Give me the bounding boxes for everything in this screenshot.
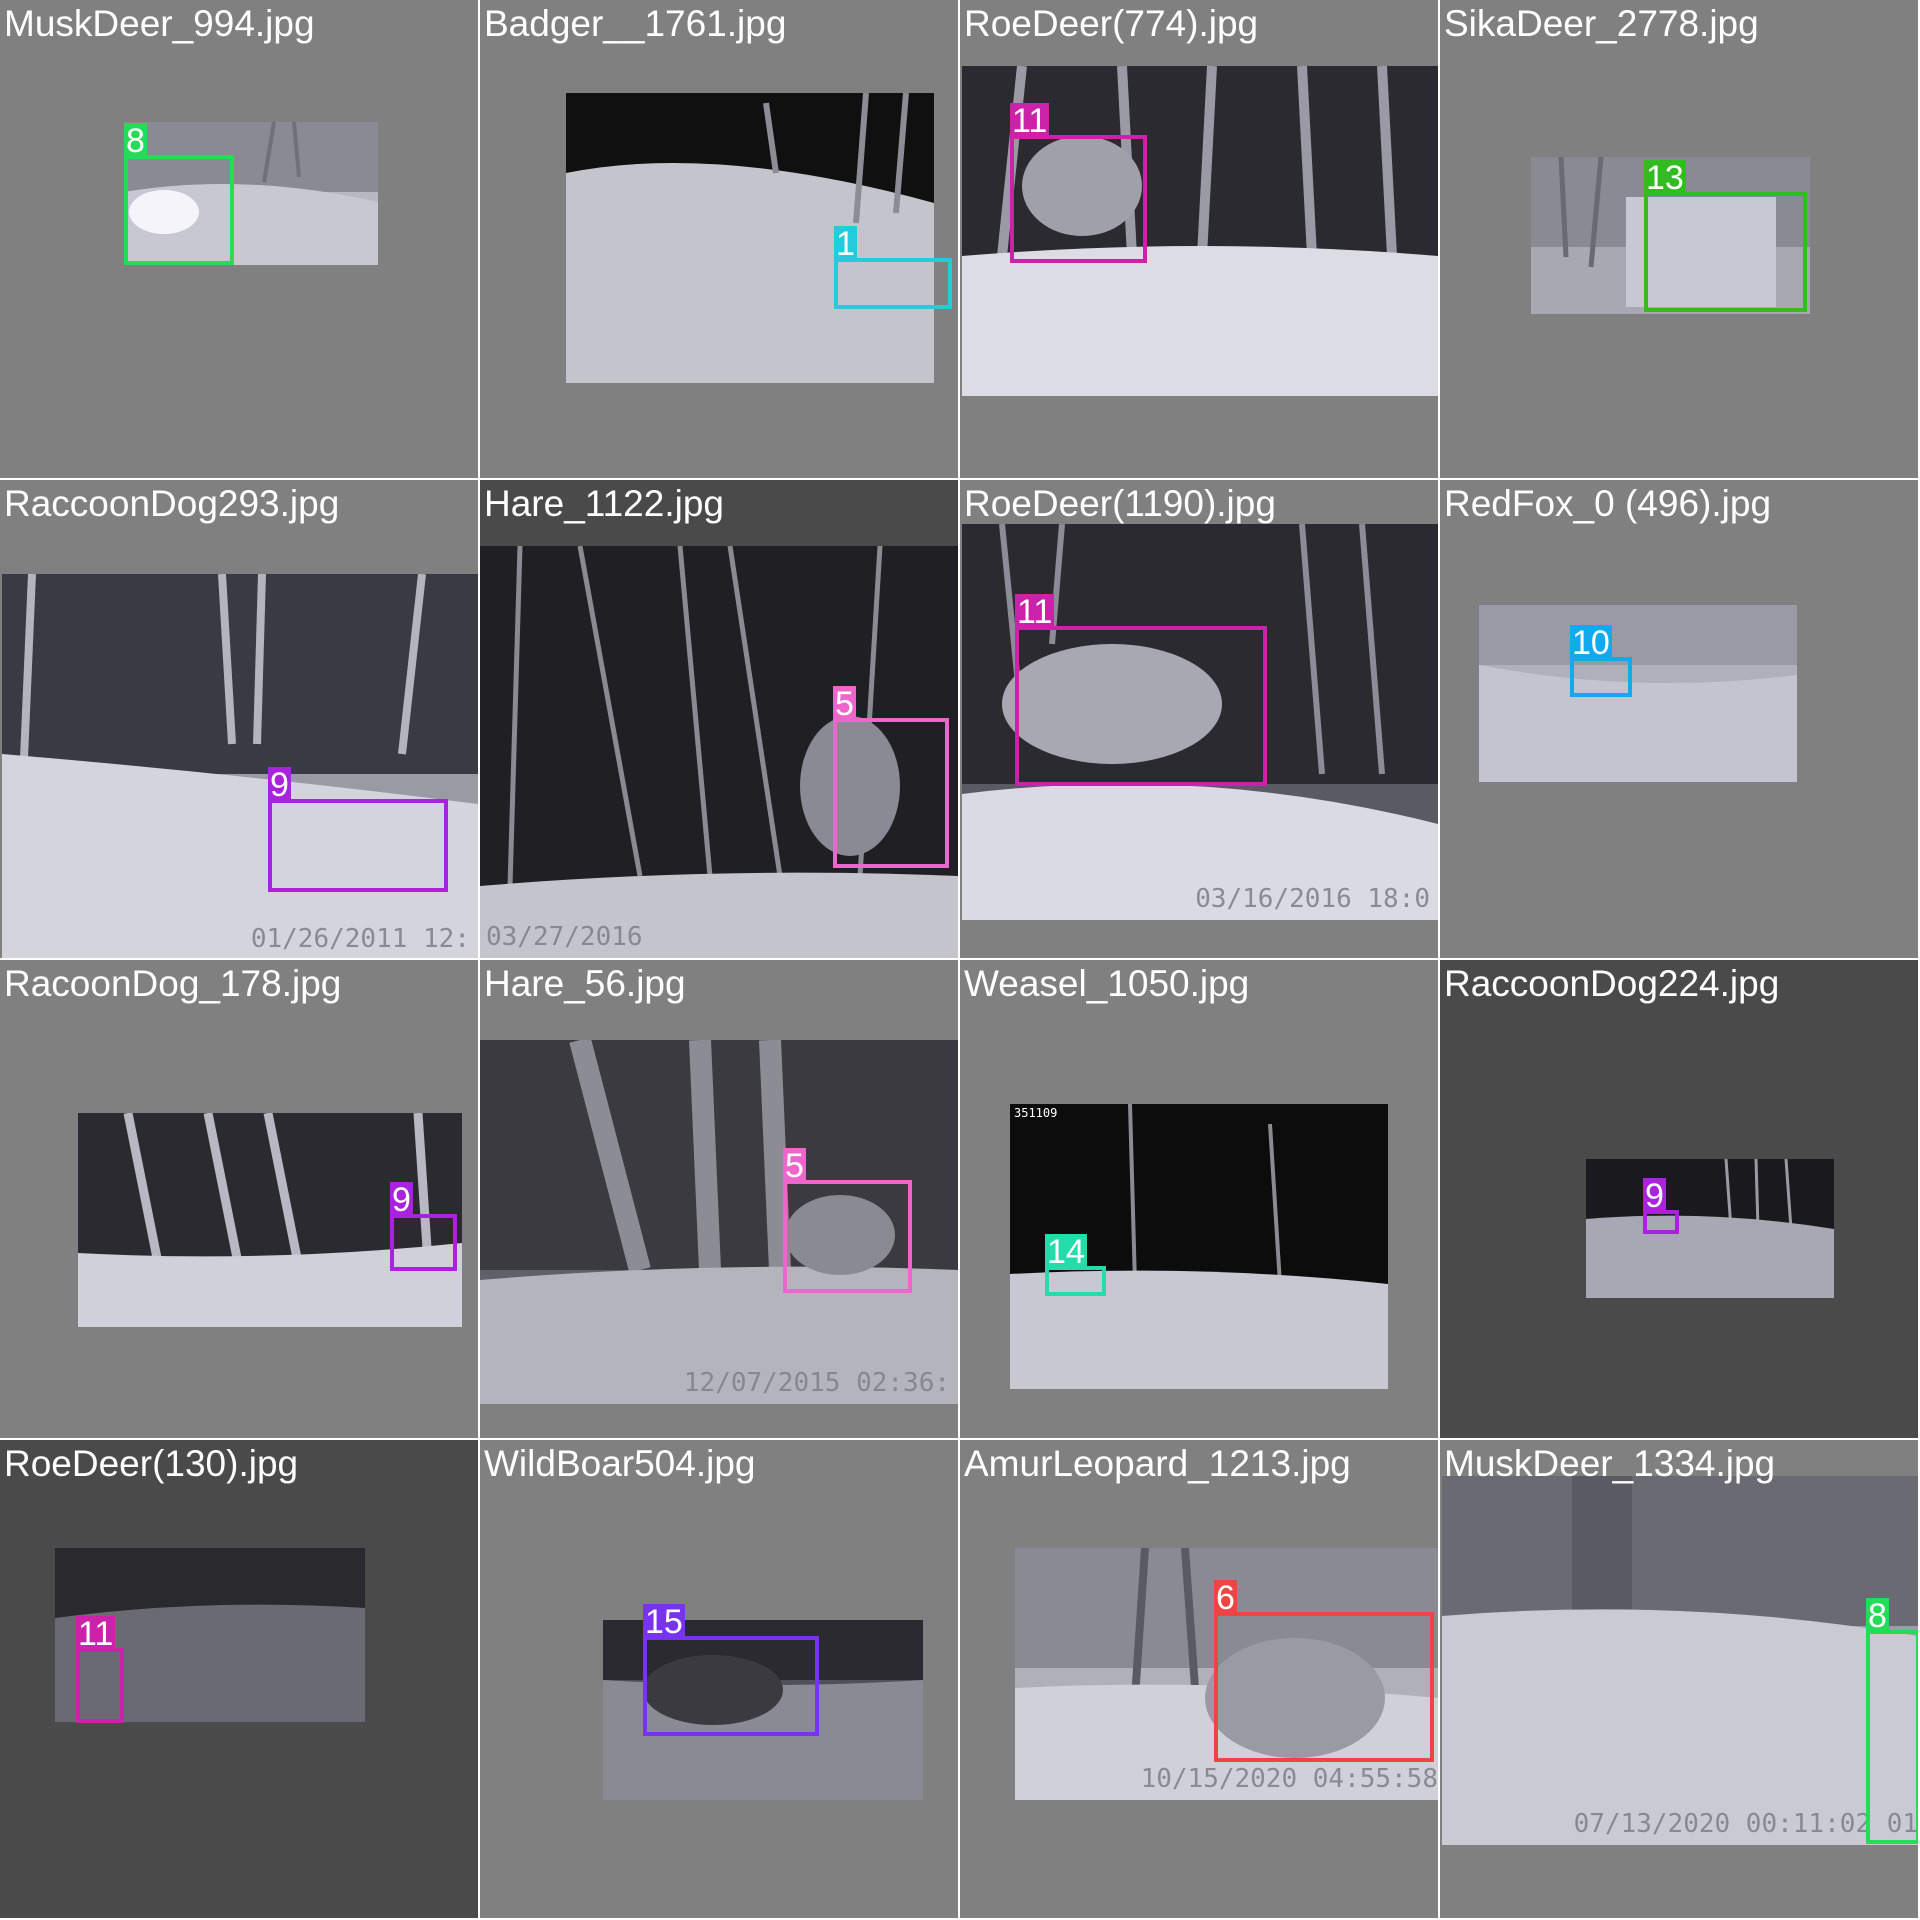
photo (603, 1620, 923, 1800)
filename-label: Hare_56.jpg (484, 963, 686, 1004)
camera-id: 351109 (1014, 1106, 1058, 1120)
photo: 07/13/2020 00:11:02 01 (1442, 1476, 1918, 1845)
tile-badger-1761: 1 Badger__1761.jpg (480, 0, 958, 478)
timestamp: 03/27/2016 (486, 922, 643, 952)
tile-roedeer-774: 11 RoeDeer(774).jpg (960, 0, 1438, 478)
tile-weasel-1050: 351109 14 Weasel_1050.jpg (960, 960, 1438, 1438)
filename-label: MuskDeer_994.jpg (4, 3, 315, 44)
detection-label: 11 (76, 1615, 116, 1653)
filename-label: RoeDeer(130).jpg (4, 1443, 299, 1484)
detection-label: 10 (1570, 624, 1612, 662)
tile-sikadeer-2778: 13 SikaDeer_2778.jpg (1440, 0, 1918, 478)
detection-label: 1 (834, 225, 857, 263)
tile-muskdeer-994: 8 MuskDeer_994.jpg (0, 0, 478, 478)
detection-box: 9 (390, 1182, 457, 1271)
detection-box: 11 (1015, 594, 1267, 786)
filename-label: MuskDeer_1334.jpg (1444, 1443, 1776, 1484)
tile-amurleopard-1213: 10/15/2020 04:55:58 6 AmurLeopard_1213.j… (960, 1440, 1438, 1918)
photo: 10/15/2020 04:55:58 (1015, 1548, 1438, 1800)
detection-box: 6 (1214, 1580, 1434, 1762)
filename-label: AmurLeopard_1213.jpg (964, 1443, 1351, 1484)
detection-label: 9 (1643, 1177, 1666, 1215)
detection-box: 8 (124, 123, 234, 265)
detection-box: 9 (268, 767, 448, 892)
timestamp: 03/16/2016 18:0 (1195, 884, 1430, 914)
detection-label: 6 (1214, 1579, 1237, 1617)
filename-label: Hare_1122.jpg (484, 483, 724, 524)
detection-label: 13 (1644, 159, 1686, 197)
photo: 03/27/2016 (480, 546, 958, 958)
detection-label: 11 (1010, 102, 1050, 140)
detection-box: 5 (783, 1148, 912, 1293)
detection-box: 8 (1866, 1598, 1918, 1844)
tile-hare-56: 12/07/2015 02:36: 5 Hare_56.jpg (480, 960, 958, 1438)
detection-box: 1 (834, 226, 952, 309)
filename-label: RedFox_0 (496).jpg (1444, 483, 1772, 524)
timestamp: 12/07/2015 02:36: (683, 1368, 950, 1398)
detection-label: 11 (1015, 593, 1055, 631)
filename-label: SikaDeer_2778.jpg (1444, 3, 1759, 44)
filename-label: RaccoonDog293.jpg (4, 483, 340, 524)
filename-label: RoeDeer(774).jpg (964, 3, 1259, 44)
photo (78, 1113, 462, 1327)
timestamp: 10/15/2020 04:55:58 (1140, 1764, 1438, 1794)
photo: 12/07/2015 02:36: (480, 1040, 958, 1404)
tile-raccoondog-293: 01/26/2011 12: 9 RaccoonDog293.jpg (0, 480, 478, 958)
detection-box: 11 (76, 1616, 124, 1723)
photo: 03/16/2016 18:0 (962, 524, 1438, 920)
photo: 351109 (1010, 1104, 1388, 1389)
tile-wildboar-504: 15 WildBoar504.jpg (480, 1440, 958, 1918)
filename-label: RoeDeer(1190).jpg (964, 483, 1276, 524)
detection-box: 10 (1570, 625, 1632, 697)
detection-label: 9 (390, 1181, 413, 1219)
detection-box: 11 (1010, 103, 1147, 263)
tile-roedeer-1190: 03/16/2016 18:0 11 RoeDeer(1190).jpg (960, 480, 1438, 958)
photo (124, 122, 378, 265)
detection-box: 14 (1045, 1234, 1106, 1296)
photo (1586, 1159, 1834, 1298)
tile-racoondog-178: 9 RacoonDog_178.jpg (0, 960, 478, 1438)
filename-label: Weasel_1050.jpg (964, 963, 1250, 1004)
tile-redfox-496: 10 RedFox_0 (496).jpg (1440, 480, 1918, 958)
tile-roedeer-130: 11 RoeDeer(130).jpg (0, 1440, 478, 1918)
detection-label: 15 (643, 1603, 685, 1641)
detection-label: 9 (268, 766, 291, 804)
tile-muskdeer-1334: 07/13/2020 00:11:02 01 8 MuskDeer_1334.j… (1440, 1440, 1918, 1918)
filename-label: WildBoar504.jpg (484, 1443, 756, 1484)
detection-box: 9 (1643, 1178, 1679, 1234)
tile-hare-1122: 03/27/2016 5 Hare_1122.jpg (480, 480, 958, 958)
detection-box: 15 (643, 1604, 819, 1736)
photo: 01/26/2011 12: (2, 574, 478, 958)
filename-label: RaccoonDog224.jpg (1444, 963, 1780, 1004)
detection-label: 8 (124, 122, 147, 160)
filename-label: RacoonDog_178.jpg (4, 963, 342, 1004)
photo (566, 93, 934, 383)
detection-label: 5 (783, 1147, 806, 1185)
detection-label: 8 (1866, 1597, 1889, 1635)
filename-label: Badger__1761.jpg (484, 3, 787, 44)
detection-box: 13 (1644, 160, 1807, 312)
photo (1479, 605, 1797, 782)
tile-raccoondog-224: 9 RaccoonDog224.jpg (1440, 960, 1918, 1438)
detection-box: 5 (833, 686, 949, 868)
detection-label: 14 (1045, 1233, 1087, 1271)
timestamp: 07/13/2020 00:11:02 01 (1573, 1809, 1918, 1839)
detection-label: 5 (833, 685, 856, 723)
timestamp: 01/26/2011 12: (250, 924, 470, 954)
